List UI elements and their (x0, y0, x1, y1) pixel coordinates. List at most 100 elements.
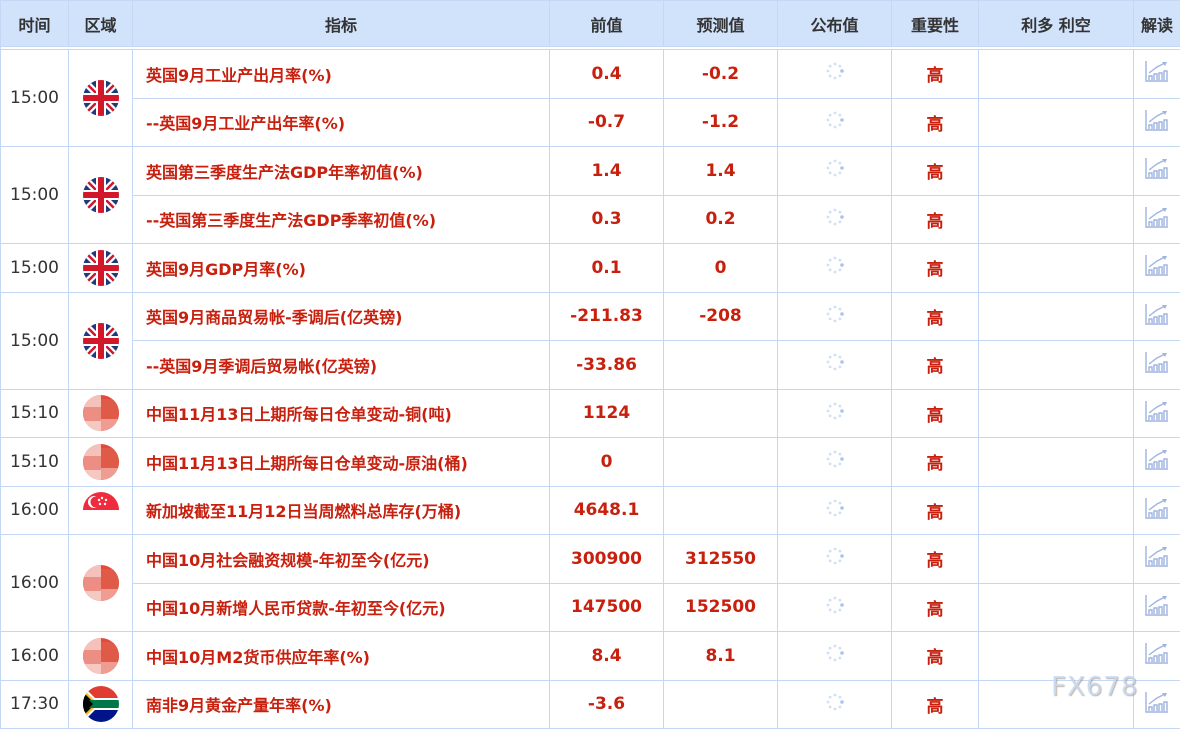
indicator-name[interactable]: 中国11月13日上期所每日仓单变动-原油(桶) (133, 438, 550, 487)
chart-analysis-icon[interactable] (1145, 601, 1169, 621)
analysis-cell[interactable] (1134, 341, 1180, 390)
forecast-value: 312550 (664, 535, 778, 584)
actual-value (778, 98, 892, 147)
indicator-name[interactable]: 英国9月工业产出月率(%) (133, 50, 550, 99)
cn-flag-icon (83, 395, 119, 431)
header-importance[interactable]: 重要性 (892, 1, 979, 47)
indicator-name[interactable]: 南非9月黄金产量年率(%) (133, 680, 550, 729)
header-forecast[interactable]: 预测值 (664, 1, 778, 47)
uk-flag-icon (83, 323, 119, 359)
indicator-name[interactable]: 中国10月新增人民币贷款-年初至今(亿元) (133, 583, 550, 632)
analysis-cell[interactable] (1134, 98, 1180, 147)
previous-value: -33.86 (550, 341, 664, 390)
chart-analysis-icon[interactable] (1145, 407, 1169, 427)
loading-spinner-icon (826, 550, 844, 570)
previous-value: -3.6 (550, 680, 664, 729)
za-flag-icon (83, 686, 119, 722)
uk-flag-icon (83, 250, 119, 286)
actual-value (778, 50, 892, 99)
analysis-cell[interactable] (1134, 438, 1180, 487)
actual-value (778, 244, 892, 293)
header-indicator[interactable]: 指标 (133, 1, 550, 47)
analysis-cell[interactable] (1134, 195, 1180, 244)
impact-cell (979, 535, 1134, 584)
chart-analysis-icon[interactable] (1145, 164, 1169, 184)
header-time[interactable]: 时间 (1, 1, 69, 47)
chart-analysis-icon[interactable] (1145, 552, 1169, 572)
header-actual[interactable]: 公布值 (778, 1, 892, 47)
analysis-cell[interactable] (1134, 50, 1180, 99)
analysis-cell[interactable] (1134, 292, 1180, 341)
analysis-cell[interactable] (1134, 583, 1180, 632)
indicator-name[interactable]: --英国9月季调后贸易帐(亿英镑) (133, 341, 550, 390)
header-region[interactable]: 区域 (69, 1, 133, 47)
header-impact[interactable]: 利多 利空 (979, 1, 1134, 47)
event-time: 15:00 (1, 50, 69, 147)
chart-analysis-icon[interactable] (1145, 67, 1169, 87)
header-analysis[interactable]: 解读 (1134, 1, 1180, 47)
cn-flag-icon (83, 565, 119, 601)
chart-analysis-icon[interactable] (1145, 358, 1169, 378)
analysis-cell[interactable] (1134, 147, 1180, 196)
chart-analysis-icon[interactable] (1145, 261, 1169, 281)
loading-spinner-icon (826, 453, 844, 473)
analysis-cell[interactable] (1134, 632, 1180, 681)
analysis-cell[interactable] (1134, 535, 1180, 584)
actual-value (778, 438, 892, 487)
event-time: 16:00 (1, 535, 69, 632)
actual-value (778, 632, 892, 681)
loading-spinner-icon (826, 356, 844, 376)
chart-analysis-icon[interactable] (1145, 116, 1169, 136)
region-flag (69, 389, 133, 438)
region-flag (69, 438, 133, 487)
indicator-name[interactable]: 中国10月社会融资规模-年初至今(亿元) (133, 535, 550, 584)
impact-cell (979, 195, 1134, 244)
analysis-cell[interactable] (1134, 486, 1180, 535)
region-flag (69, 244, 133, 293)
forecast-value: -1.2 (664, 98, 778, 147)
event-time: 15:10 (1, 438, 69, 487)
chart-analysis-icon[interactable] (1145, 213, 1169, 233)
chart-analysis-icon[interactable] (1145, 310, 1169, 330)
region-flag (69, 50, 133, 147)
chart-analysis-icon[interactable] (1145, 698, 1169, 718)
impact-cell (979, 292, 1134, 341)
header-previous[interactable]: 前值 (550, 1, 664, 47)
indicator-name[interactable]: 中国10月M2货币供应年率(%) (133, 632, 550, 681)
indicator-name[interactable]: 中国11月13日上期所每日仓单变动-铜(吨) (133, 389, 550, 438)
chart-analysis-icon[interactable] (1145, 504, 1169, 524)
analysis-cell[interactable] (1134, 244, 1180, 293)
forecast-value: 0 (664, 244, 778, 293)
indicator-name[interactable]: 英国9月GDP月率(%) (133, 244, 550, 293)
chart-analysis-icon[interactable] (1145, 455, 1169, 475)
indicator-name[interactable]: --英国9月工业产出年率(%) (133, 98, 550, 147)
analysis-cell[interactable] (1134, 680, 1180, 729)
indicator-name[interactable]: --英国第三季度生产法GDP季率初值(%) (133, 195, 550, 244)
cn-flag-icon (83, 638, 119, 674)
loading-spinner-icon (826, 405, 844, 425)
actual-value (778, 389, 892, 438)
forecast-value (664, 389, 778, 438)
indicator-name[interactable]: 英国9月商品贸易帐-季调后(亿英镑) (133, 292, 550, 341)
indicator-name[interactable]: 新加坡截至11月12日当周燃料总库存(万桶) (133, 486, 550, 535)
region-flag (69, 147, 133, 244)
forecast-value (664, 486, 778, 535)
chart-analysis-icon[interactable] (1145, 649, 1169, 669)
analysis-cell[interactable] (1134, 389, 1180, 438)
indicator-name[interactable]: 英国第三季度生产法GDP年率初值(%) (133, 147, 550, 196)
